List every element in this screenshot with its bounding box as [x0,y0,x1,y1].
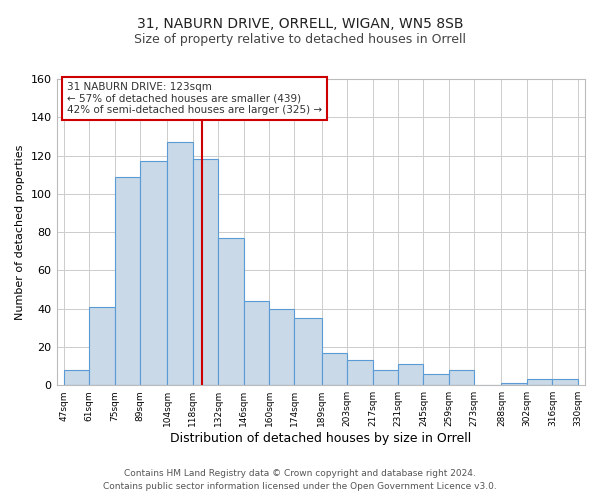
Bar [449,370,474,385]
Bar [295,318,322,385]
Text: Size of property relative to detached houses in Orrell: Size of property relative to detached ho… [134,32,466,46]
Text: Contains HM Land Registry data © Crown copyright and database right 2024.: Contains HM Land Registry data © Crown c… [124,468,476,477]
Bar [193,160,218,385]
Bar [167,142,193,385]
Bar [269,308,295,385]
Text: 31, NABURN DRIVE, ORRELL, WIGAN, WN5 8SB: 31, NABURN DRIVE, ORRELL, WIGAN, WN5 8SB [137,18,463,32]
Bar [502,384,527,385]
Bar [89,306,115,385]
Bar [398,364,424,385]
Text: 31 NABURN DRIVE: 123sqm
← 57% of detached houses are smaller (439)
42% of semi-d: 31 NABURN DRIVE: 123sqm ← 57% of detache… [67,82,322,116]
Bar [424,374,449,385]
Bar [373,370,398,385]
Bar [322,352,347,385]
X-axis label: Distribution of detached houses by size in Orrell: Distribution of detached houses by size … [170,432,472,445]
Text: Contains public sector information licensed under the Open Government Licence v3: Contains public sector information licen… [103,482,497,491]
Bar [347,360,373,385]
Bar [244,301,269,385]
Bar [218,238,244,385]
Bar [140,162,167,385]
Bar [527,380,553,385]
Bar [64,370,89,385]
Bar [115,176,140,385]
Y-axis label: Number of detached properties: Number of detached properties [15,144,25,320]
Bar [553,380,578,385]
